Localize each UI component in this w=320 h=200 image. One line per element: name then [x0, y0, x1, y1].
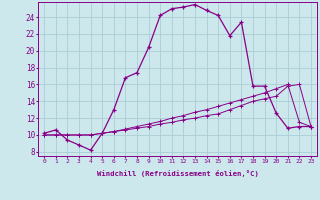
- X-axis label: Windchill (Refroidissement éolien,°C): Windchill (Refroidissement éolien,°C): [97, 170, 259, 177]
